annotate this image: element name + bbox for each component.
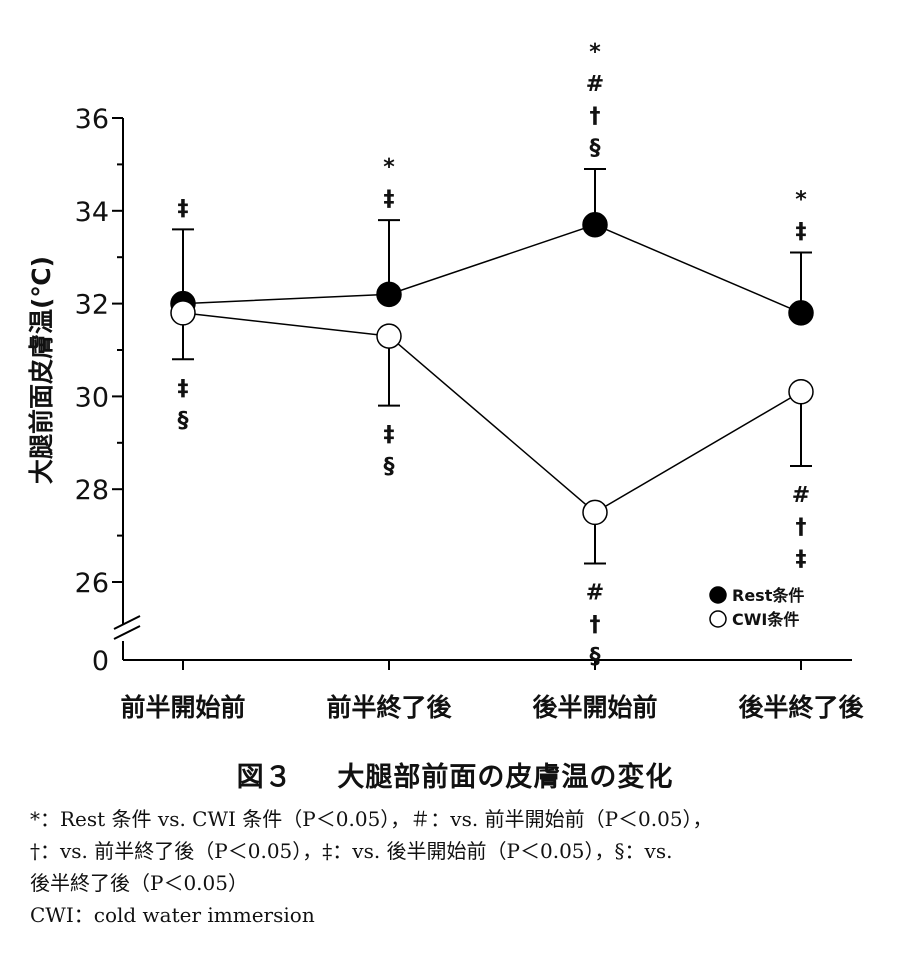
axis-break-mark	[113, 625, 141, 640]
cwi-significance-mark: §	[178, 408, 189, 433]
legend-marker-rest	[709, 586, 727, 604]
legend-label-rest: Rest条件	[732, 586, 804, 605]
cwi-significance-mark: #	[792, 483, 810, 508]
x-tick-label: 前半終了後	[326, 693, 452, 722]
cwi-data-point	[788, 379, 814, 405]
cwi-significance-mark: ‡	[796, 547, 807, 572]
cwi-significance-mark: †	[796, 515, 807, 540]
cwi-significance-mark: §	[384, 455, 395, 480]
cwi-series-line	[182, 312, 802, 514]
y-tick-label: 34	[75, 197, 109, 228]
cwi-data-point	[582, 499, 608, 526]
y-axis-label: 大腿前面皮膚温(℃)	[27, 256, 56, 484]
rest-series-line	[182, 223, 802, 314]
rest-significance-mark: ‡	[796, 220, 807, 245]
note-line: 後半終了後（P＜0.05）	[30, 871, 248, 895]
y-tick-label: 0	[92, 646, 109, 677]
legend-marker-cwi	[709, 610, 727, 628]
cwi-significance-mark: §	[590, 644, 601, 669]
axis-break-mark	[113, 615, 141, 630]
legend-label-cwi: CWI条件	[732, 610, 799, 629]
y-tick-label: 26	[75, 568, 109, 599]
rest-significance-mark: †	[590, 104, 601, 129]
cwi-significance-mark: †	[590, 612, 601, 637]
rest-data-point	[582, 211, 608, 238]
rest-significance-mark: ‡	[178, 196, 189, 221]
note-line: CWI：cold water immersion	[30, 903, 315, 927]
y-tick-label: 28	[75, 475, 109, 506]
figure-number: 図３	[236, 762, 293, 793]
y-tick-label: 32	[75, 290, 109, 321]
y-tick-label: 36	[75, 104, 109, 135]
cwi-data-point	[170, 300, 196, 326]
cwi-significance-mark: ‡	[178, 376, 189, 401]
axes: 0 26 28 30 32 34 36 前半開始前 前半終了後 後半開始前 後半終了後	[75, 104, 865, 722]
x-tick-label: 後半終了後	[738, 693, 864, 722]
rest-significance-mark: §	[590, 136, 601, 161]
rest-data-point	[376, 281, 402, 308]
cwi-data-point	[376, 323, 402, 349]
note-line: †：vs. 前半終了後（P＜0.05），‡：vs. 後半開始前（P＜0.05），…	[30, 839, 673, 863]
rest-significance-mark: *	[795, 188, 807, 213]
x-tick-label: 前半開始前	[120, 693, 245, 722]
rest-significance-mark: *	[589, 40, 601, 65]
rest-data-point	[788, 300, 814, 326]
note-line: *：Rest 条件 vs. CWI 条件（P＜0.05），＃：vs. 前半開始前…	[30, 807, 713, 831]
figure-title: 大腿部前面の皮膚温の変化	[337, 762, 674, 793]
figure-caption: 図３ 大腿部前面の皮膚温の変化	[0, 755, 910, 794]
x-tick-label: 後半開始前	[532, 693, 657, 722]
y-tick-label: 30	[75, 382, 109, 413]
figure-notes: *：Rest 条件 vs. CWI 条件（P＜0.05），＃：vs. 前半開始前…	[30, 803, 890, 931]
plot-area: ‡ * ‡ * # † § * ‡ ‡ § ‡ § # † § # † ‡	[170, 40, 814, 669]
rest-significance-mark: ‡	[384, 187, 395, 212]
cwi-significance-mark: ‡	[384, 423, 395, 448]
legend: Rest条件 CWI条件	[709, 586, 804, 629]
rest-significance-mark: #	[586, 72, 604, 97]
line-chart: 0 26 28 30 32 34 36 前半開始前 前半終了後 後半開始前 後半終了後 ‡ * ‡ * # †…	[27, 40, 865, 722]
cwi-significance-mark: #	[586, 580, 604, 605]
rest-significance-mark: *	[383, 155, 395, 180]
